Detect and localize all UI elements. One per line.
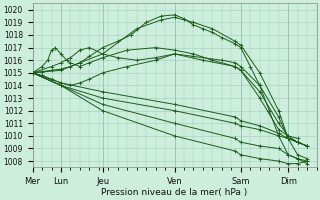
X-axis label: Pression niveau de la mer( hPa ): Pression niveau de la mer( hPa ) [101, 188, 248, 197]
